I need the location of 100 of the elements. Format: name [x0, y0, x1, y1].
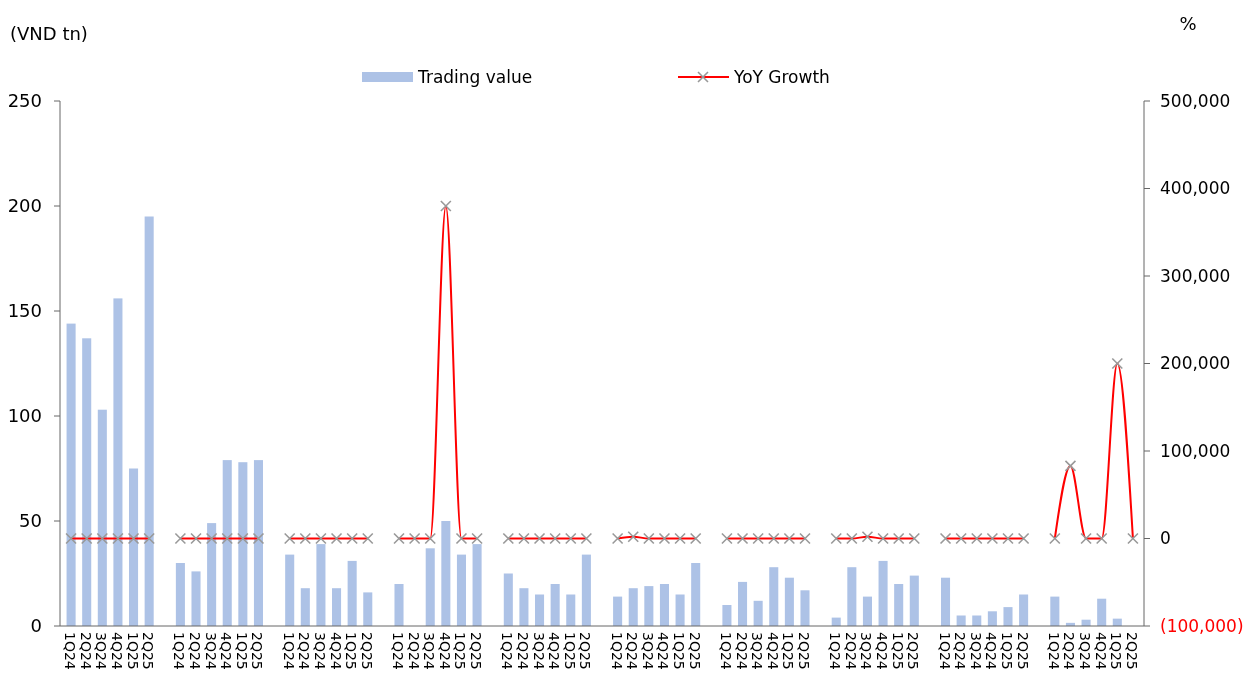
- bar: [503, 573, 513, 626]
- x-tick-label: 2Q25: [468, 632, 485, 670]
- x-tick-label: 3Q24: [749, 632, 766, 670]
- x-tick-label: 3Q24: [530, 632, 547, 670]
- x-tick-label: 4Q24: [108, 632, 125, 670]
- x-tick-label: 1Q25: [1108, 632, 1125, 670]
- bar: [550, 584, 560, 626]
- y-tick-label: 50: [19, 510, 42, 532]
- bar: [987, 611, 997, 626]
- bar: [347, 560, 357, 626]
- x-tick-label: 1Q24: [390, 632, 406, 670]
- y2-tick-label: 500,000: [1160, 90, 1231, 111]
- x-tick-label: 2Q24: [514, 632, 531, 670]
- x-tick-label: 2Q24: [1061, 632, 1078, 670]
- x-tick-label: 1Q24: [171, 632, 188, 670]
- bar: [722, 605, 732, 626]
- x-tick-label: 2Q25: [1014, 632, 1031, 670]
- bar: [941, 577, 951, 626]
- bar: [472, 544, 482, 626]
- x-tick-label: 1Q24: [717, 632, 734, 670]
- bar: [519, 588, 529, 626]
- x-tick-label: 3Q24: [202, 632, 219, 670]
- bar: [1050, 596, 1060, 626]
- bar: [784, 577, 794, 626]
- x-tick-label: 4Q24: [1092, 632, 1109, 670]
- bar: [847, 567, 857, 626]
- bar: [581, 554, 591, 626]
- x-tick-label: 1Q24: [1045, 632, 1062, 670]
- bar: [800, 590, 810, 626]
- x-tick-label: 4Q24: [218, 632, 235, 670]
- legend-label: YoY Growth: [733, 66, 830, 87]
- x-tick-label: 3Q24: [421, 632, 438, 670]
- x-tick-label: 3Q24: [639, 632, 656, 670]
- legend-label: Trading value: [417, 66, 533, 87]
- x-tick-label: 2Q24: [187, 632, 204, 670]
- y2-axis-title: %: [1179, 13, 1197, 34]
- x-tick-label: 2Q25: [1123, 632, 1140, 670]
- bar: [285, 554, 295, 626]
- y2-tick-label: 100,000: [1160, 440, 1231, 461]
- y2-tick-label: 0: [1160, 528, 1171, 549]
- bar: [691, 563, 701, 626]
- bar: [394, 584, 404, 626]
- bar: [628, 588, 638, 626]
- bar: [659, 584, 669, 626]
- bar: [425, 548, 435, 626]
- bar: [300, 588, 310, 626]
- x-tick-label: 1Q25: [343, 632, 360, 670]
- y-tick-label: 200: [7, 195, 42, 217]
- bar: [238, 462, 248, 626]
- bar: [566, 594, 576, 626]
- bar: [191, 571, 201, 626]
- y-tick-label: 150: [7, 300, 42, 322]
- x-tick-label: 1Q24: [936, 632, 953, 670]
- x-tick-label: 1Q24: [62, 632, 79, 670]
- bar: [144, 216, 154, 626]
- x-tick-label: 2Q25: [140, 632, 157, 670]
- y2-tick-label: 200,000: [1160, 353, 1231, 374]
- bar: [363, 592, 373, 626]
- x-tick-label: 3Q24: [858, 632, 875, 670]
- x-tick-label: 1Q25: [889, 632, 906, 670]
- x-tick-label: 3Q24: [1077, 632, 1094, 670]
- x-tick-label: 4Q24: [546, 632, 563, 670]
- x-tick-label: 2Q24: [405, 632, 422, 670]
- y2-tick-label: 400,000: [1160, 178, 1231, 199]
- x-tick-label: 2Q25: [577, 632, 594, 670]
- bar: [1019, 594, 1029, 626]
- x-tick-label: 4Q24: [436, 632, 453, 670]
- bar: [207, 523, 217, 626]
- x-tick-label: 3Q24: [967, 632, 984, 670]
- x-tick-label: 1Q24: [280, 632, 297, 670]
- x-tick-label: 1Q24: [499, 632, 516, 670]
- bar: [1097, 598, 1107, 626]
- bar: [613, 596, 623, 626]
- x-tick-label: 1Q25: [780, 632, 797, 670]
- bar: [878, 560, 888, 626]
- bar: [644, 586, 654, 626]
- x-tick-label: 2Q24: [842, 632, 859, 670]
- x-tick-label: 2Q25: [358, 632, 375, 670]
- y2-tick-label: 300,000: [1160, 265, 1231, 286]
- x-tick-label: 2Q25: [249, 632, 266, 670]
- bar: [894, 584, 904, 626]
- x-tick-label: 1Q25: [233, 632, 250, 670]
- x-tick-label: 1Q25: [561, 632, 578, 670]
- bar: [316, 544, 326, 626]
- bar: [769, 567, 779, 626]
- bar: [97, 409, 107, 626]
- x-tick-label: 1Q25: [998, 632, 1015, 670]
- bar: [862, 596, 872, 626]
- y-tick-label: 100: [7, 405, 42, 427]
- x-tick-label: 4Q24: [655, 632, 672, 670]
- bar: [738, 581, 748, 626]
- bar: [535, 594, 545, 626]
- bar: [1003, 607, 1013, 626]
- bar: [82, 338, 92, 626]
- x-tick-label: 2Q24: [624, 632, 641, 670]
- x-tick-label: 4Q24: [327, 632, 344, 670]
- bar: [253, 460, 263, 626]
- x-tick-label: 2Q24: [296, 632, 313, 670]
- bar: [66, 323, 76, 626]
- x-tick-label: 1Q25: [452, 632, 469, 670]
